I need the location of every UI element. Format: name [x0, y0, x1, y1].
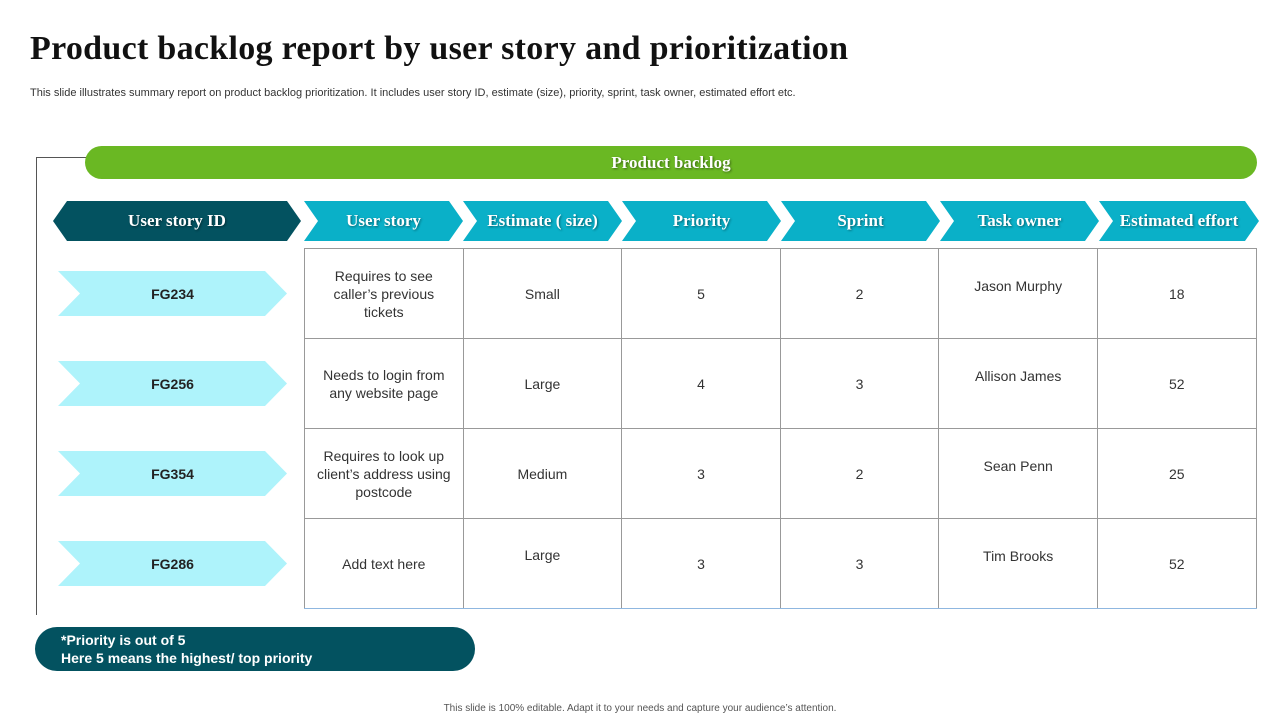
cell-task-owner: Sean Penn: [938, 428, 1098, 519]
user-story-id-fg234: FG234: [58, 271, 287, 316]
header-sprint: Sprint: [781, 201, 940, 241]
table-row: Add text here Large 3 3 Tim Brooks 52: [304, 518, 1257, 609]
user-story-id-fg286: FG286: [58, 541, 287, 586]
table-row: Needs to login from any website page Lar…: [304, 338, 1257, 429]
header-estimate-size: Estimate ( size): [463, 201, 622, 241]
slide-footer: This slide is 100% editable. Adapt it to…: [443, 703, 837, 714]
cell-estimated-effort: 52: [1096, 338, 1257, 429]
page-subtitle: This slide illustrates summary report on…: [30, 87, 796, 99]
user-story-id-fg256: FG256: [58, 361, 287, 406]
user-story-id-fg354: FG354: [58, 451, 287, 496]
priority-note-line2: Here 5 means the highest/ top priority: [61, 650, 313, 666]
cell-sprint: 3: [779, 518, 940, 609]
backlog-table: Requires to see caller’s previous ticket…: [304, 248, 1257, 609]
cell-task-owner: Jason Murphy: [938, 248, 1098, 339]
cell-priority: 3: [621, 518, 781, 609]
bracket-line-horizontal: [36, 157, 88, 158]
cell-priority: 3: [621, 428, 781, 519]
cell-priority: 5: [621, 248, 781, 339]
cell-user-story: Needs to login from any website page: [304, 338, 464, 429]
cell-estimate: Small: [462, 248, 623, 339]
cell-user-story: Requires to look up client’s address usi…: [304, 428, 464, 519]
cell-priority: 4: [621, 338, 781, 429]
cell-estimate: Medium: [462, 428, 623, 519]
bracket-line-vertical: [36, 157, 37, 615]
cell-task-owner: Tim Brooks: [938, 518, 1098, 609]
cell-estimate: Large: [462, 518, 623, 609]
cell-estimate: Large: [462, 338, 623, 429]
cell-estimated-effort: 25: [1096, 428, 1257, 519]
header-priority: Priority: [622, 201, 781, 241]
priority-note-line1: *Priority is out of 5: [61, 632, 186, 648]
cell-sprint: 3: [779, 338, 940, 429]
cell-user-story: Requires to see caller’s previous ticket…: [304, 248, 464, 339]
table-row: Requires to see caller’s previous ticket…: [304, 248, 1257, 339]
cell-sprint: 2: [779, 428, 940, 519]
cell-task-owner: Allison James: [938, 338, 1098, 429]
header-user-story-id: User story ID: [53, 201, 301, 241]
product-backlog-banner: Product backlog: [85, 146, 1257, 179]
table-row: Requires to look up client’s address usi…: [304, 428, 1257, 519]
cell-sprint: 2: [779, 248, 940, 339]
cell-user-story: Add text here: [304, 518, 464, 609]
priority-note: *Priority is out of 5 Here 5 means the h…: [35, 627, 475, 671]
header-user-story: User story: [304, 201, 463, 241]
cell-estimated-effort: 52: [1096, 518, 1257, 609]
header-estimated-effort: Estimated effort: [1099, 201, 1259, 241]
header-task-owner: Task owner: [940, 201, 1099, 241]
cell-estimated-effort: 18: [1096, 248, 1257, 339]
page-title: Product backlog report by user story and…: [30, 30, 849, 67]
